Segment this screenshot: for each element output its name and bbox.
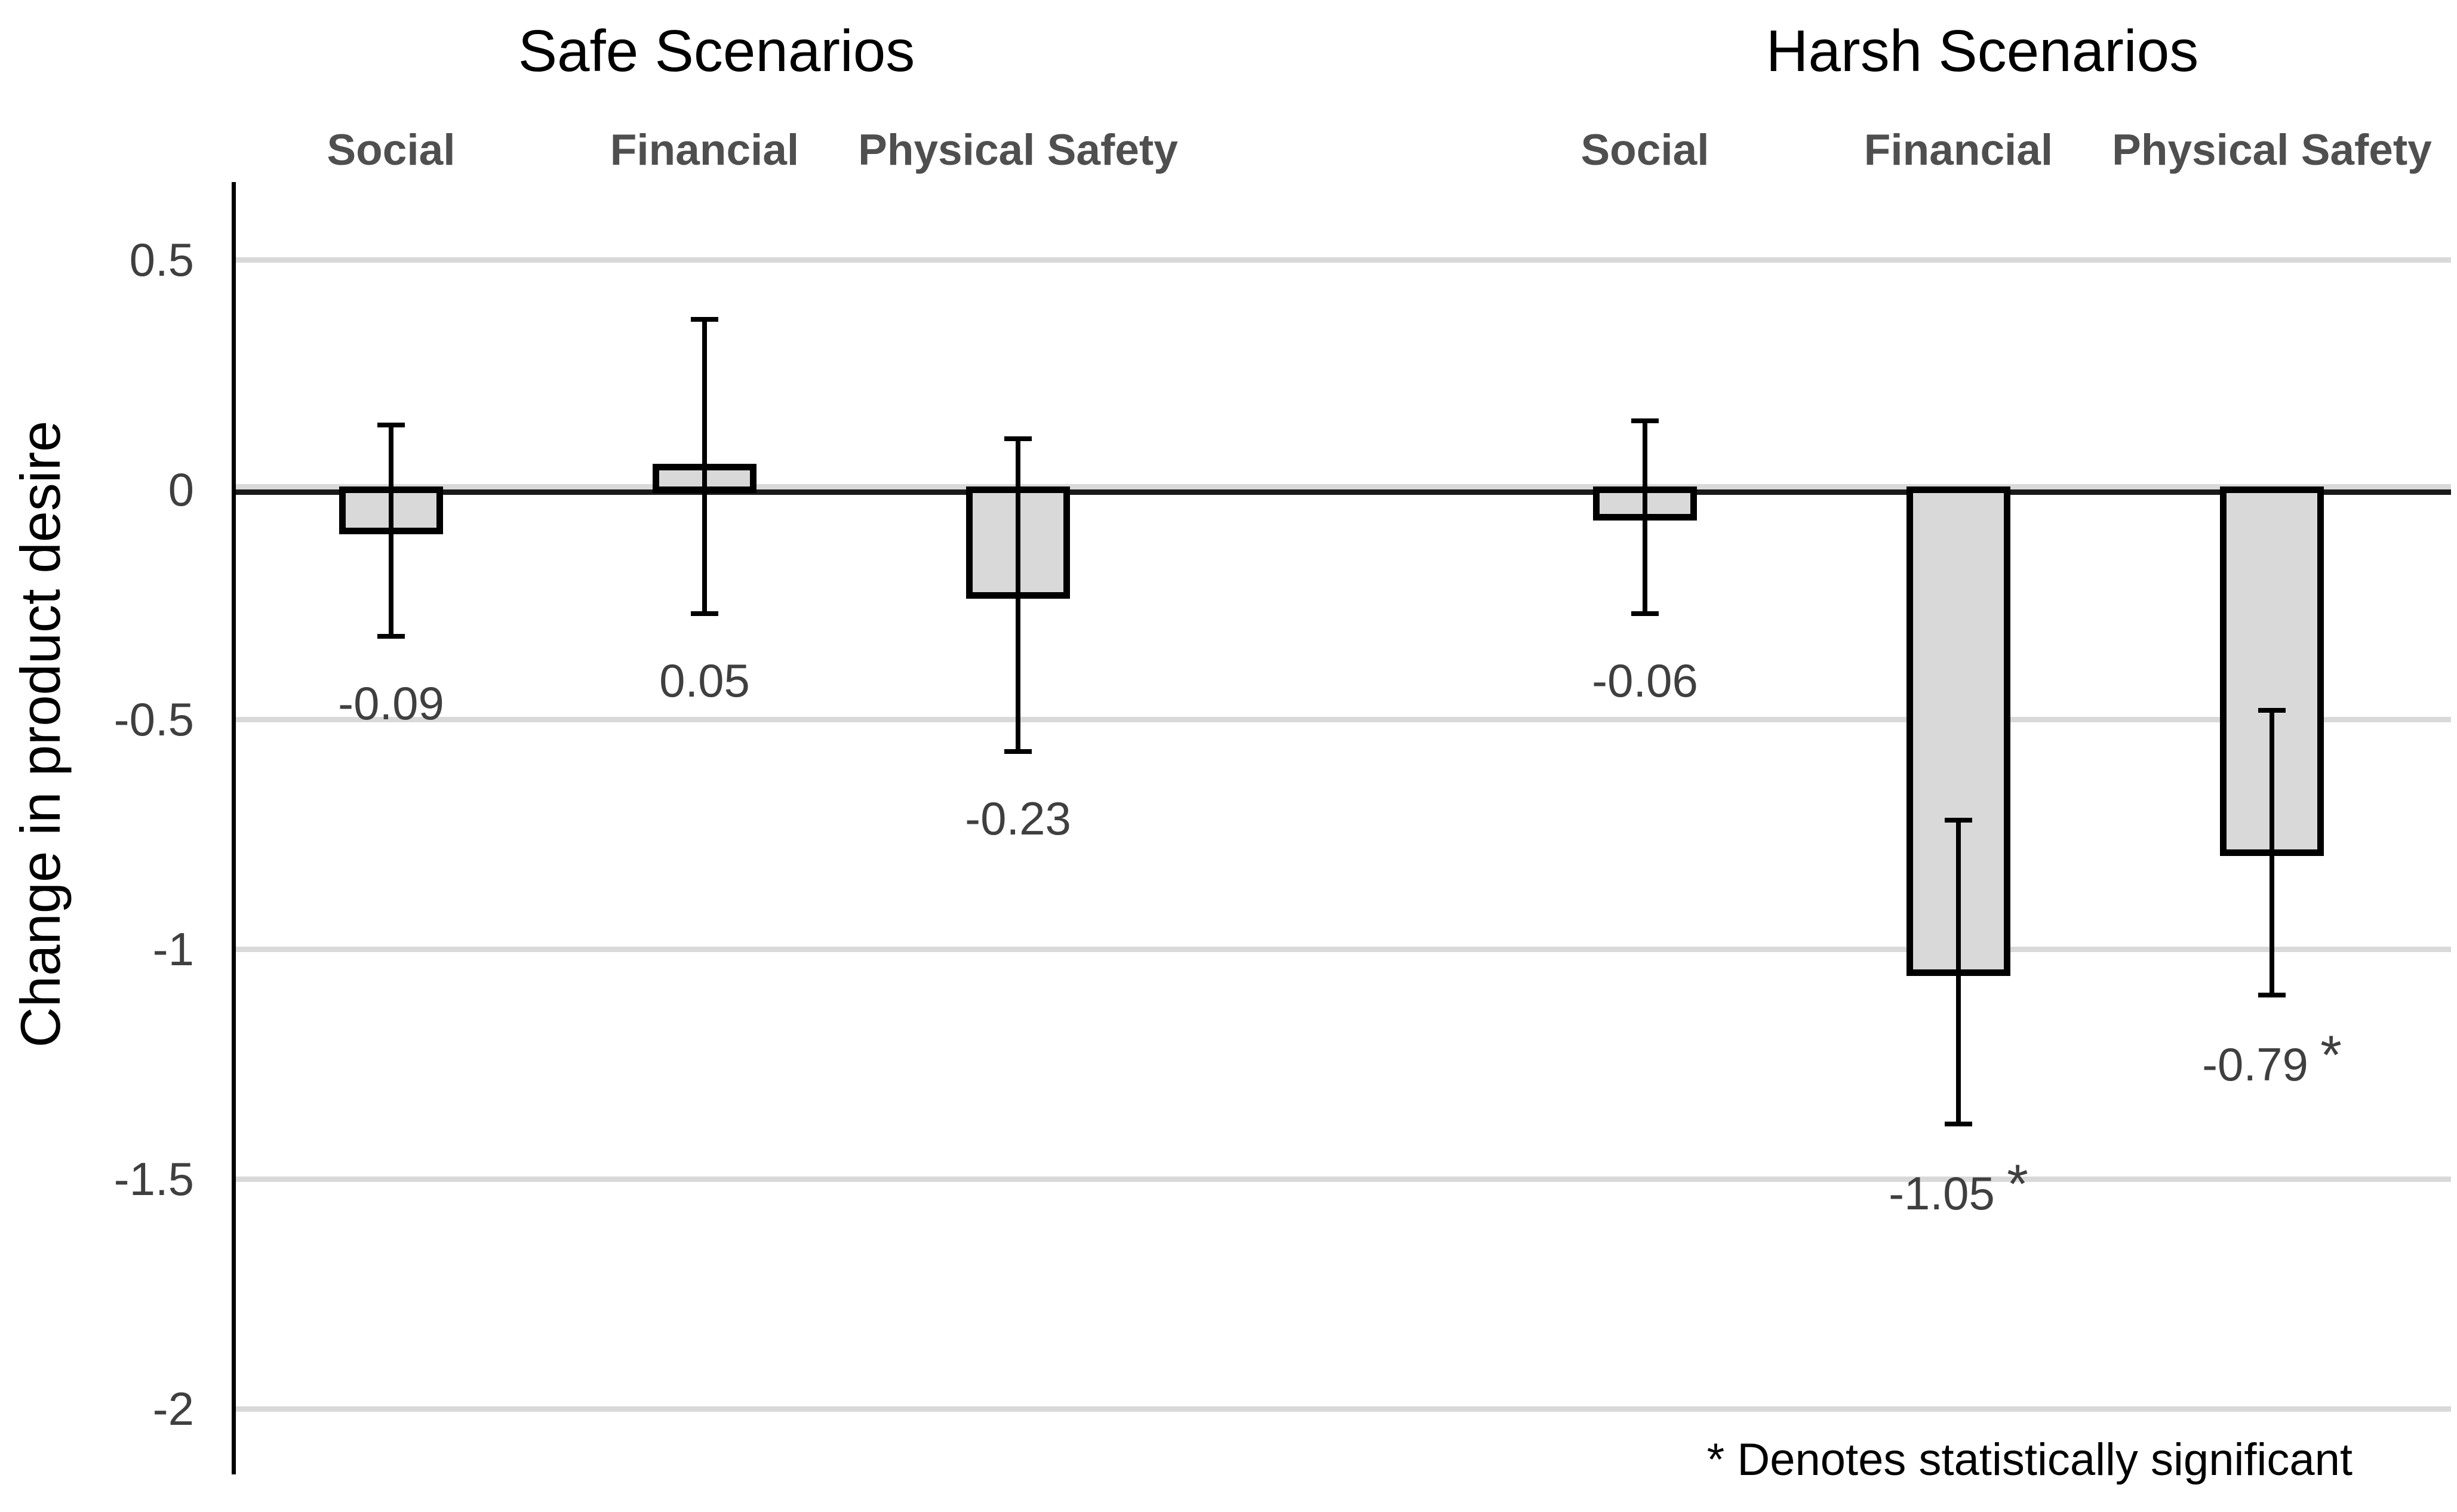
gridline	[232, 1177, 2451, 1182]
significance-star-icon: *	[2320, 1024, 2342, 1086]
error-bar-top-cap	[377, 423, 405, 428]
bar-value-text: -0.09	[338, 677, 444, 730]
bar-value-text: -1.05	[1889, 1166, 1995, 1220]
error-bar-top-cap	[691, 317, 718, 322]
bar-value-label: -0.79 *	[2202, 1026, 2342, 1093]
category-label: Physical Safety	[2112, 126, 2432, 174]
y-tick-label: 0	[168, 463, 194, 516]
significance-star-icon: *	[2007, 1153, 2028, 1215]
category-label: Social	[1580, 126, 1709, 174]
error-bar-line	[1016, 439, 1020, 752]
bar-value-text: -0.79	[2202, 1038, 2308, 1091]
bar-value-label: -0.09	[338, 675, 444, 732]
error-bar-top-cap	[1004, 436, 1032, 442]
category-label: Financial	[1863, 126, 2053, 174]
error-bar-bottom-cap	[1004, 749, 1032, 754]
category-label: Social	[327, 126, 456, 174]
bar-value-text: -0.06	[1592, 654, 1698, 707]
error-bar-top-cap	[2258, 707, 2286, 713]
y-tick-label: 0.5	[129, 233, 194, 286]
error-bar-bottom-cap	[377, 634, 405, 639]
category-label: Financial	[610, 126, 799, 174]
bar-value-label: -1.05 *	[1889, 1155, 2028, 1222]
error-bar-line	[389, 425, 393, 637]
y-tick-label: -0.5	[113, 693, 194, 746]
gridline	[232, 257, 2451, 263]
error-bar-line	[1956, 820, 1961, 1124]
y-tick-label: -1.5	[113, 1153, 194, 1205]
gridline	[232, 717, 2451, 722]
y-tick-label: -1	[152, 923, 194, 975]
error-bar-top-cap	[1945, 818, 1972, 823]
y-axis-line	[232, 182, 236, 1474]
bar-value-text: 0.05	[659, 654, 750, 707]
bar-value-label: -0.06	[1592, 652, 1698, 709]
bar-value-label: 0.05	[659, 652, 750, 709]
error-bar-bottom-cap	[1945, 1121, 1972, 1126]
error-bar-line	[2270, 710, 2274, 995]
bar-value-text: -0.23	[965, 792, 1071, 845]
error-bar-bottom-cap	[2258, 993, 2286, 997]
zero-axis-line	[232, 489, 2451, 495]
y-tick-label: -2	[152, 1382, 194, 1435]
error-bar-line	[1643, 420, 1647, 614]
error-bar-top-cap	[1631, 418, 1659, 423]
bar-value-label: -0.23	[965, 790, 1071, 847]
significance-footnote: * Denotes statistically significant	[1706, 1434, 2353, 1485]
gridline	[232, 947, 2451, 952]
error-bar-bottom-cap	[691, 611, 718, 616]
category-label: Physical Safety	[858, 126, 1178, 174]
group-title-safe-scenarios: Safe Scenarios	[518, 18, 915, 84]
group-title-harsh-scenarios: Harsh Scenarios	[1766, 18, 2199, 84]
error-bar-bottom-cap	[1631, 611, 1659, 616]
error-bar-line	[702, 319, 707, 614]
gridline	[232, 1406, 2451, 1412]
gridline	[232, 484, 2451, 489]
